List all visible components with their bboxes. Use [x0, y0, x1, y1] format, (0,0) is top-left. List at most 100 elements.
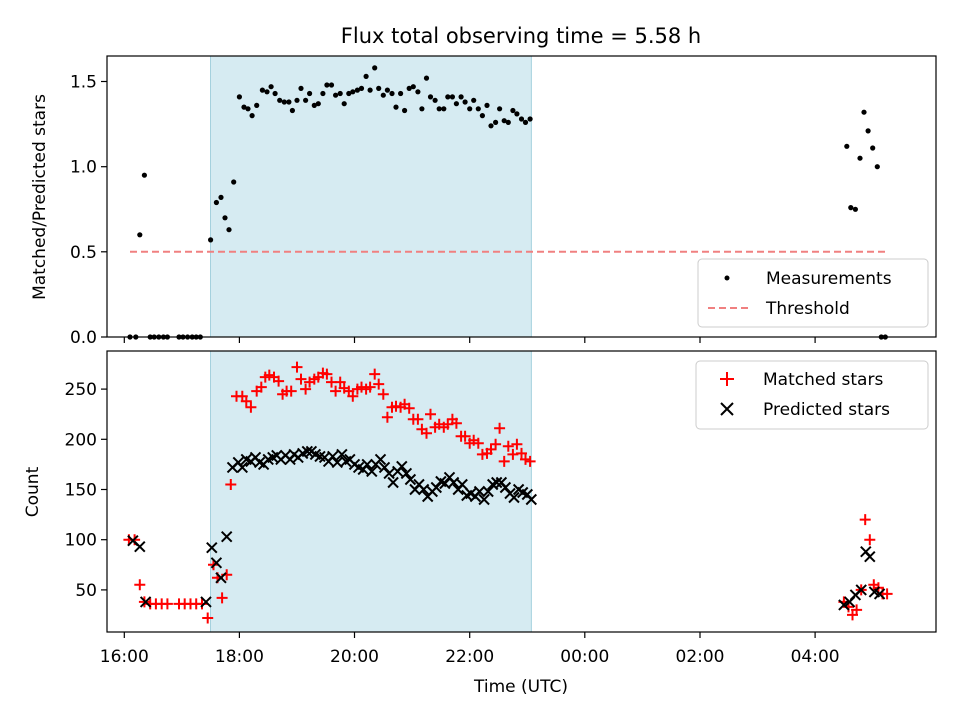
measurement-point — [259, 87, 265, 93]
measurement-point — [320, 90, 326, 97]
top-y-axis-label: Matched/Predicted stars — [30, 94, 50, 300]
predicted-stars-point — [478, 493, 490, 506]
measurement-point — [213, 199, 219, 206]
predicted-stars-point — [134, 540, 146, 553]
matched-stars-point — [255, 381, 267, 393]
measurement-point — [874, 164, 880, 170]
count-points — [123, 361, 893, 624]
predicted-stars-point — [473, 485, 486, 498]
measurement-point — [286, 99, 292, 105]
x-tick-label: 00:00 — [560, 647, 609, 667]
y-tick-label: 1.0 — [70, 158, 97, 178]
predicted-stars-point — [400, 467, 413, 480]
measurement-point — [372, 65, 378, 71]
measurement-point — [208, 237, 214, 243]
measurement-point — [226, 227, 232, 233]
measurement-point — [471, 97, 477, 103]
top-axes-frame — [106, 55, 937, 338]
measurement-point — [231, 179, 237, 185]
matched-stars-point — [225, 479, 237, 490]
measurement-point — [432, 97, 438, 103]
predicted-stars-point — [200, 596, 212, 608]
predicted-stars-point — [396, 460, 408, 473]
matched-stars-point — [377, 388, 389, 400]
star-count-panel: 50 100 150 200 250 16:00 18:00 20:00 22:00 00:00… — [23, 350, 937, 697]
matched-stars-point — [490, 438, 502, 450]
matched-stars-point — [216, 592, 228, 604]
measurement-point — [315, 101, 321, 107]
matched-stars-point — [425, 408, 436, 420]
measurement-point — [346, 90, 352, 97]
x-tick-label: 02:00 — [676, 647, 725, 667]
measurement-point — [337, 90, 343, 97]
measurement-point — [514, 111, 520, 117]
matched-stars-point — [459, 430, 471, 442]
measurement-point — [488, 123, 494, 129]
matched-stars-point — [373, 378, 385, 390]
matched-stars-point — [494, 422, 506, 434]
measurement-point — [505, 119, 511, 125]
observing-window-span — [210, 55, 532, 338]
matched-stars-point — [502, 440, 514, 452]
y-tick-label: 1.5 — [70, 73, 97, 93]
matched-stars-legend-label: Matched stars — [763, 370, 883, 390]
measurement-point — [141, 172, 147, 178]
matched-stars-point — [202, 612, 214, 624]
measurement-point — [852, 206, 859, 212]
predicted-stars-point — [490, 476, 503, 489]
predicted-stars-point — [525, 493, 538, 506]
measurement-point — [497, 106, 503, 112]
matched-stars-point — [511, 438, 523, 450]
matched-stars-point — [403, 402, 415, 414]
predicted-stars-point — [139, 596, 152, 608]
measurement-point — [423, 75, 430, 81]
measurement-point — [384, 87, 390, 93]
measurement-point — [367, 87, 373, 93]
predicted-stars-point — [374, 453, 387, 466]
matched-stars-point — [196, 598, 208, 610]
matched-stars-point — [881, 588, 893, 600]
measurement-point — [870, 145, 876, 151]
measurement-points — [127, 65, 888, 340]
x-tick-label: 22:00 — [445, 647, 494, 667]
predicted-stars-point — [215, 572, 227, 584]
y-tick-label: 0.5 — [70, 243, 97, 263]
measurement-point — [510, 107, 516, 114]
measurement-point — [861, 109, 867, 115]
measurement-point — [341, 101, 347, 107]
y-tick-label: 0.0 — [70, 328, 97, 348]
matched-stars-point — [421, 427, 432, 439]
measurement-point — [268, 84, 274, 90]
measurement-point — [236, 94, 242, 100]
matched-stars-point — [851, 604, 863, 616]
matched-stars-point — [381, 411, 393, 423]
predicted-stars-point — [387, 476, 399, 489]
predicted-stars-point — [864, 550, 876, 563]
measurement-point — [254, 102, 260, 108]
measurement-point — [298, 85, 304, 91]
matched-stars-point — [263, 369, 275, 381]
top-legend: Measurements Threshold — [697, 258, 929, 328]
measurements-legend-label: Measurements — [766, 269, 892, 289]
measurement-point — [475, 106, 481, 112]
matched-stars-point — [369, 368, 381, 380]
predicted-stars-point — [873, 588, 886, 600]
measurement-point — [249, 113, 255, 119]
predicted-stars-legend-marker — [720, 402, 734, 416]
measurement-point — [427, 94, 434, 100]
predicted-stars-legend-label: Predicted stars — [763, 400, 890, 420]
predicted-stars-point — [336, 448, 348, 461]
measurement-point — [281, 99, 287, 105]
measurement-point — [272, 90, 278, 97]
matched-stars-point — [330, 385, 342, 397]
measurement-point — [410, 84, 416, 90]
measurement-point — [222, 215, 228, 221]
measurement-point — [857, 155, 863, 161]
measurement-point — [363, 73, 369, 79]
predicted-stars-point — [855, 584, 867, 596]
predicted-stars-point — [206, 541, 218, 554]
measurement-point — [333, 92, 339, 98]
measurement-point — [527, 116, 533, 122]
matched-stars-point — [321, 368, 333, 380]
x-tick-label: 20:00 — [330, 647, 379, 667]
